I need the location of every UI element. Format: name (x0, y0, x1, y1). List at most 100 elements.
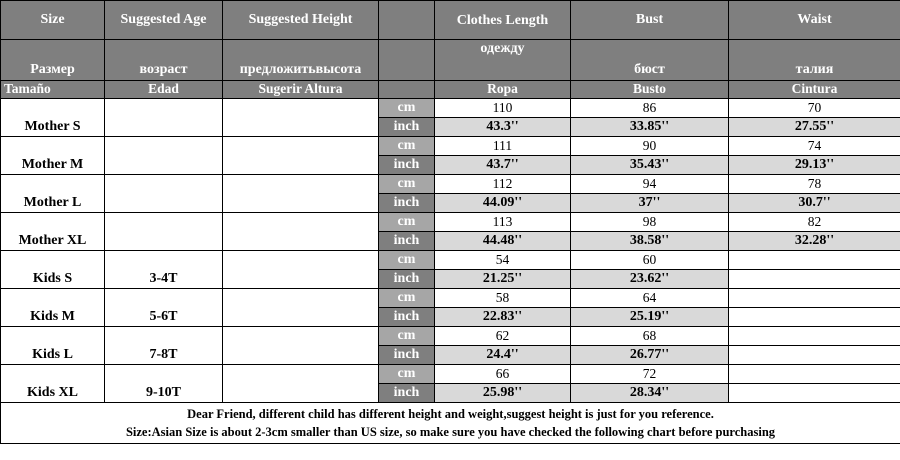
bust-cm: 90 (570, 136, 729, 156)
unit-cm-label: cm (378, 136, 435, 156)
header-bust: Bust (570, 0, 729, 40)
unit-inch-label: inch (378, 383, 435, 403)
table-row-inch: inch 24.4'' 26.77'' (1, 345, 900, 365)
suggested-height (222, 326, 379, 365)
length-inch: 43.7'' (434, 155, 571, 175)
size-name: Mother M (0, 136, 105, 175)
table-row-cm: Kids XL 9-10T cm 66 72 (0, 364, 900, 403)
length-inch: 43.3'' (434, 117, 571, 137)
header-unit-blank-es (378, 80, 435, 99)
size-chart-table: Size Suggested Age Suggested Height Clot… (0, 0, 900, 444)
waist-inch: 32.28'' (728, 231, 900, 251)
waist-inch (728, 269, 900, 289)
bust-cm: 68 (570, 326, 729, 346)
length-cm: 66 (434, 364, 571, 384)
unit-inch-label: inch (378, 307, 435, 327)
note-line-2: Size:Asian Size is about 2-3cm smaller t… (125, 425, 776, 439)
suggested-age (104, 212, 223, 251)
unit-inch-label: inch (378, 117, 435, 137)
header-length-text: Clothes Length (456, 12, 549, 28)
bust-inch: 28.34'' (570, 383, 729, 403)
header-waist-ru: талия (728, 39, 900, 81)
bust-cm: 86 (570, 98, 729, 118)
suggested-age (104, 136, 223, 175)
header-row-russian: Размер возраст предложитьвысота одежду б… (0, 39, 900, 81)
suggested-height (222, 212, 379, 251)
bust-inch: 33.85'' (570, 117, 729, 137)
length-cm: 58 (434, 288, 571, 308)
table-row-inch: inch 44.09'' 37'' 30.7'' (1, 193, 900, 213)
notes-cell: Dear Friend, different child has differe… (0, 402, 900, 444)
header-size: Size (0, 0, 105, 40)
table-row-cm: Kids M 5-6T cm 58 64 (0, 288, 900, 327)
table-row-cm: Mother L cm 112 94 78 (0, 174, 900, 213)
unit-inch-label: inch (378, 231, 435, 251)
table-row-inch: inch 22.83'' 25.19'' (1, 307, 900, 327)
waist-inch (728, 345, 900, 365)
size-name: Kids S (0, 250, 105, 289)
waist-inch: 30.7'' (728, 193, 900, 213)
header-height-es: Sugerir Altura (222, 80, 379, 99)
unit-cm-label: cm (378, 288, 435, 308)
suggested-age: 3-4T (104, 250, 223, 289)
waist-cm: 74 (728, 136, 900, 156)
size-name: Kids XL (0, 364, 105, 403)
header-height: Suggested Height (222, 0, 379, 40)
bust-inch: 38.58'' (570, 231, 729, 251)
header-height-ru: предложитьвысота (222, 39, 379, 81)
suggested-height (222, 250, 379, 289)
header-size-es: Tamaño (0, 80, 105, 99)
length-cm: 54 (434, 250, 571, 270)
header-waist-es: Cintura (728, 80, 900, 99)
waist-cm (728, 326, 900, 346)
waist-inch (728, 307, 900, 327)
table-row-cm: Kids S 3-4T cm 54 60 (0, 250, 900, 289)
waist-cm (728, 288, 900, 308)
waist-cm (728, 250, 900, 270)
header-age: Suggested Age (104, 0, 223, 40)
waist-inch: 27.55'' (728, 117, 900, 137)
header-waist: Waist (728, 0, 900, 40)
header-size-ru: Размер (0, 39, 105, 81)
table-row-cm: Kids L 7-8T cm 62 68 (0, 326, 900, 365)
size-name: Mother XL (0, 212, 105, 251)
unit-cm-label: cm (378, 98, 435, 118)
unit-inch-label: inch (378, 269, 435, 289)
suggested-height (222, 98, 379, 137)
note-line-1: Dear Friend, different child has differe… (187, 407, 714, 421)
waist-inch: 29.13'' (728, 155, 900, 175)
waist-cm: 70 (728, 98, 900, 118)
size-name: Mother L (0, 174, 105, 213)
header-bust-ru: бюст (570, 39, 729, 81)
suggested-age: 7-8T (104, 326, 223, 365)
suggested-height (222, 174, 379, 213)
waist-cm: 82 (728, 212, 900, 232)
length-inch: 24.4'' (434, 345, 571, 365)
unit-inch-label: inch (378, 345, 435, 365)
header-unit-blank (378, 0, 435, 40)
length-inch: 25.98'' (434, 383, 571, 403)
length-cm: 113 (434, 212, 571, 232)
size-name: Kids M (0, 288, 105, 327)
header-length: Clothes Length (434, 0, 571, 40)
header-unit-blank-ru (378, 39, 435, 81)
table-row-cm: Mother M cm 111 90 74 (0, 136, 900, 175)
suggested-age (104, 98, 223, 137)
bust-inch: 26.77'' (570, 345, 729, 365)
bust-inch: 25.19'' (570, 307, 729, 327)
table-row-inch: inch 43.3'' 33.85'' 27.55'' (1, 117, 900, 137)
unit-cm-label: cm (378, 326, 435, 346)
unit-inch-label: inch (378, 193, 435, 213)
bust-cm: 94 (570, 174, 729, 194)
suggested-height (222, 288, 379, 327)
unit-inch-label: inch (378, 155, 435, 175)
unit-cm-label: cm (378, 174, 435, 194)
suggested-height (222, 136, 379, 175)
unit-cm-label: cm (378, 212, 435, 232)
header-row-english: Size Suggested Age Suggested Height Clot… (0, 0, 900, 40)
header-length-ru: одежду (434, 39, 571, 81)
length-inch: 22.83'' (434, 307, 571, 327)
header-bust-es: Busto (570, 80, 729, 99)
table-row-inch: inch 44.48'' 38.58'' 32.28'' (1, 231, 900, 251)
bust-cm: 60 (570, 250, 729, 270)
